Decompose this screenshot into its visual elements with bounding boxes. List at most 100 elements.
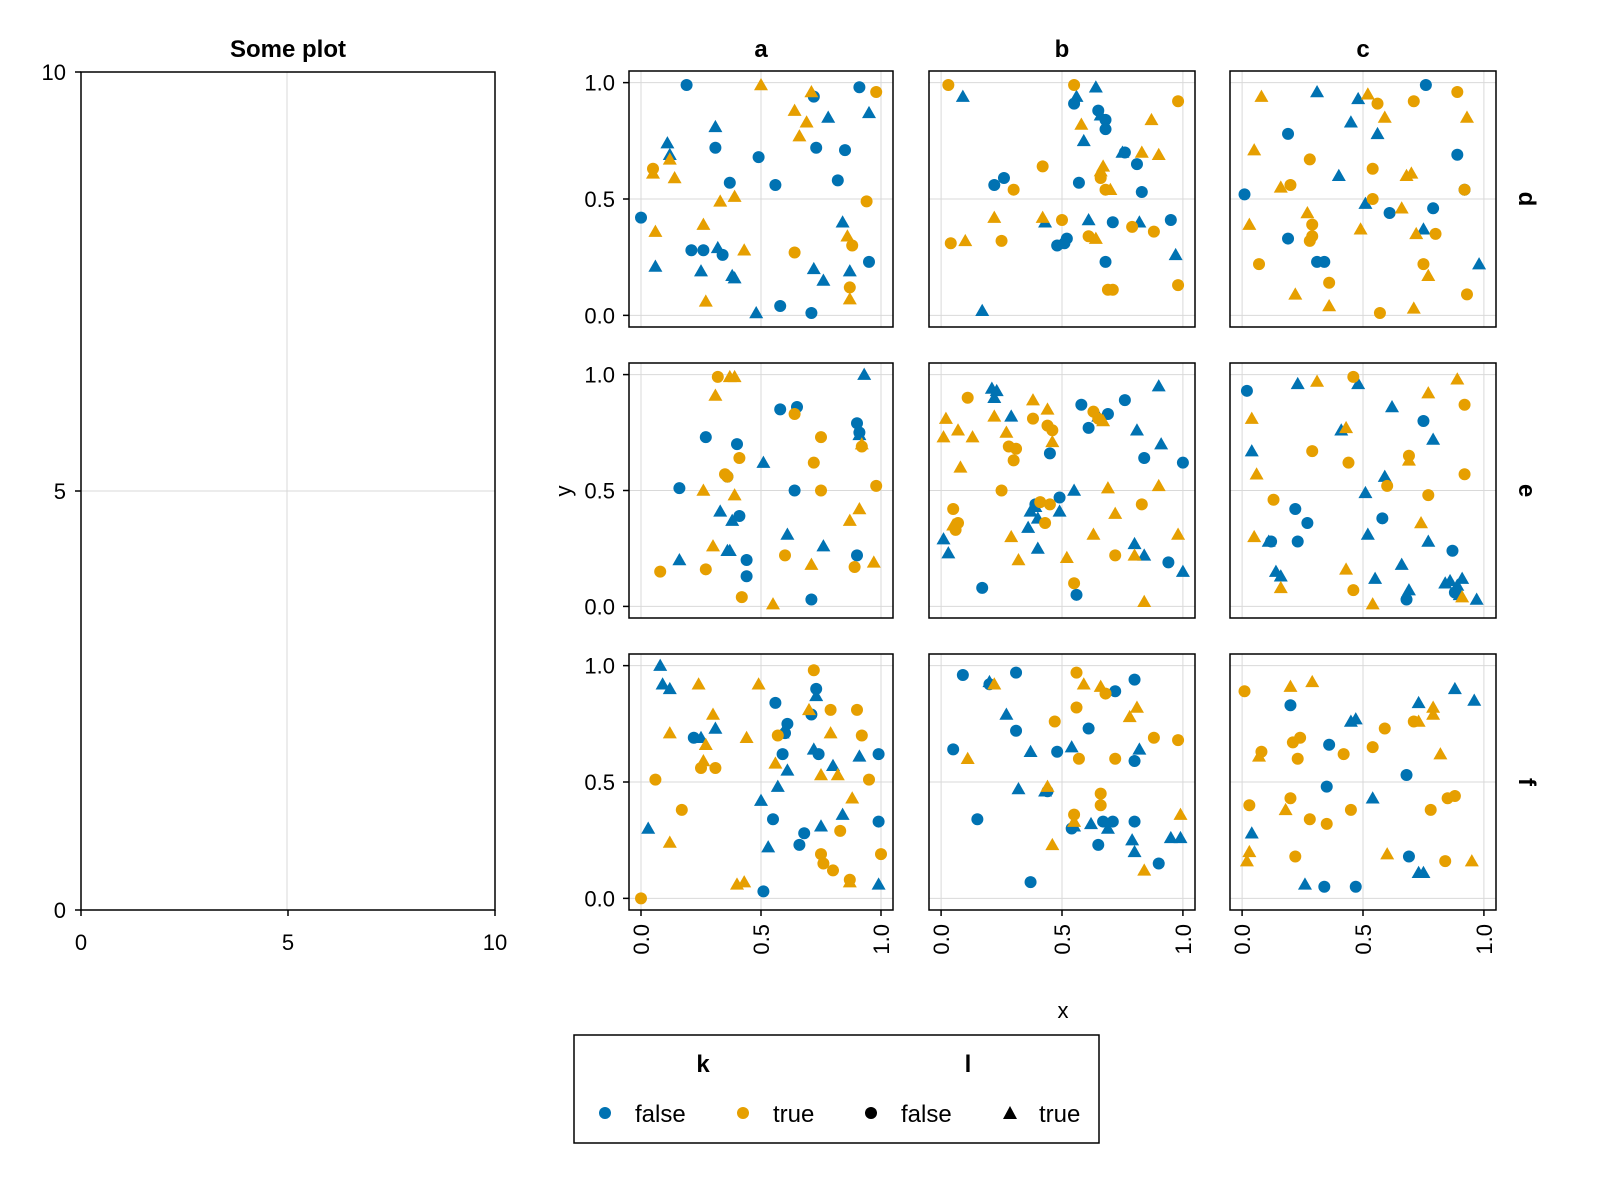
- points-b-e: [936, 379, 1190, 608]
- data-point: [1358, 485, 1373, 499]
- data-point: [1093, 679, 1108, 692]
- facet-frame: [928, 362, 1196, 619]
- facet-panel-a-f: 0.0 0.5 1.0 0.0 0.5 1.0: [584, 653, 894, 955]
- data-point: [1378, 722, 1391, 735]
- data-point: [1460, 288, 1473, 301]
- data-point: [815, 484, 827, 497]
- legend-marker-k-true: [737, 1107, 749, 1119]
- legend-label-l-true: true: [1039, 1101, 1080, 1128]
- data-point: [1173, 807, 1188, 820]
- data-point: [1339, 420, 1354, 434]
- data-point: [673, 482, 686, 495]
- x-tick-label: 0.0: [629, 924, 654, 955]
- data-point: [845, 791, 860, 804]
- data-point: [1306, 445, 1319, 458]
- data-point: [1115, 145, 1130, 158]
- data-point: [788, 246, 801, 259]
- data-point: [1303, 153, 1316, 166]
- data-point: [951, 423, 966, 436]
- data-point: [646, 166, 660, 179]
- data-point: [870, 85, 883, 98]
- data-point: [1331, 168, 1346, 181]
- data-point: [1138, 452, 1151, 465]
- data-point: [1464, 854, 1479, 867]
- data-point: [648, 259, 663, 272]
- data-point: [1284, 792, 1297, 805]
- data-point: [1244, 826, 1259, 839]
- data-point: [961, 391, 974, 404]
- data-point: [635, 211, 647, 224]
- data-point: [1320, 817, 1333, 830]
- data-point: [839, 144, 851, 157]
- data-point: [1407, 95, 1420, 108]
- facet-panel-b-d: [928, 70, 1196, 328]
- data-point: [1351, 376, 1366, 390]
- data-point: [1109, 549, 1122, 562]
- data-point: [1162, 556, 1175, 569]
- data-point: [672, 553, 687, 566]
- facet-panel-b-f: 0.0 0.5 1.0: [928, 653, 1196, 955]
- data-point: [780, 763, 795, 776]
- data-point: [1249, 467, 1264, 480]
- data-point: [1282, 127, 1295, 140]
- data-point: [706, 707, 720, 720]
- data-point: [1088, 80, 1103, 93]
- data-point: [1010, 724, 1023, 737]
- data-point: [936, 430, 951, 443]
- data-point: [1034, 496, 1047, 509]
- data-point: [749, 306, 764, 319]
- data-point: [740, 570, 753, 583]
- data-point: [1118, 394, 1131, 407]
- data-point: [1154, 437, 1169, 450]
- data-point: [1458, 398, 1471, 411]
- data-point: [708, 388, 723, 401]
- data-point: [1306, 218, 1319, 231]
- data-point: [774, 403, 787, 416]
- data-point: [641, 821, 656, 834]
- facet-panel-a-d: 0.0 0.5 1.0: [584, 70, 894, 328]
- left-x-tick-label: 0: [75, 930, 87, 955]
- legend-marker-l-false: [865, 1107, 877, 1119]
- data-point: [739, 730, 754, 744]
- data-point: [1011, 553, 1026, 566]
- data-point: [830, 768, 845, 781]
- data-point: [842, 875, 857, 888]
- data-point: [752, 151, 765, 164]
- data-point: [1348, 712, 1363, 725]
- data-point: [1048, 715, 1061, 728]
- data-point: [1426, 707, 1441, 720]
- data-point: [807, 664, 820, 677]
- data-point: [1108, 506, 1123, 519]
- data-point: [1070, 701, 1083, 714]
- data-point: [713, 194, 728, 207]
- data-point: [1339, 562, 1354, 575]
- facet-row-title: e: [1513, 484, 1540, 497]
- data-point: [662, 681, 677, 695]
- data-point: [1303, 813, 1316, 826]
- data-point: [1289, 850, 1302, 863]
- data-point: [694, 264, 708, 277]
- data-point: [1244, 411, 1259, 424]
- data-point: [1351, 91, 1366, 105]
- data-point: [1278, 802, 1293, 816]
- data-point: [1394, 201, 1409, 214]
- data-point: [1039, 516, 1052, 529]
- data-point: [1176, 456, 1189, 469]
- data-point: [1068, 78, 1081, 91]
- facet-panel-a-e: 0.0 0.5 1.0: [584, 362, 894, 619]
- data-point: [1376, 512, 1389, 525]
- data-point: [842, 292, 857, 305]
- data-point: [722, 543, 737, 557]
- data-point: [995, 234, 1008, 247]
- data-point: [1368, 571, 1383, 584]
- data-point: [649, 773, 662, 786]
- data-point: [740, 554, 753, 567]
- data-point: [1144, 112, 1159, 126]
- legend-title-k: k: [696, 1051, 710, 1078]
- data-point: [1096, 159, 1111, 172]
- data-point: [1163, 830, 1178, 844]
- data-point: [1051, 745, 1064, 758]
- data-point: [1172, 95, 1185, 108]
- data-point: [769, 696, 782, 709]
